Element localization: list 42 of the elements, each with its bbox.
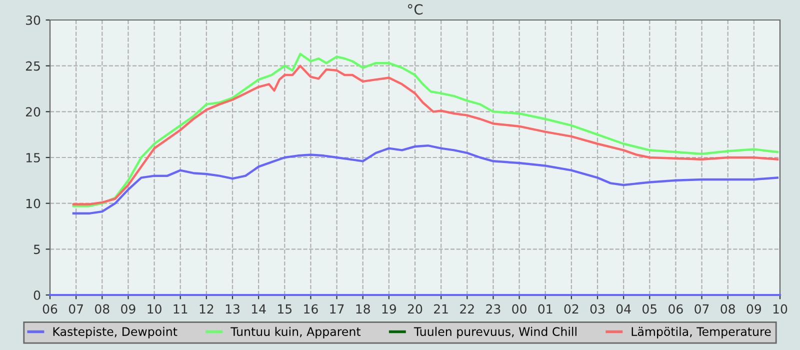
x-tick-label: 05 [642,304,657,314]
x-tick-label: 03 [590,304,604,314]
y-tick-label: 5 [34,244,40,254]
x-tick-label: 07 [694,304,709,314]
line-series [72,144,779,215]
x-tick-label: 06 [668,304,683,314]
x-tick-label: 09 [121,304,136,314]
x-tick-label: 16 [304,304,318,314]
x-tick-label: 07 [68,304,83,314]
y-tick-label: 20 [26,107,40,117]
x-tick-label: 21 [434,304,448,314]
y-tick-label: 0 [34,290,40,300]
legend-label: Tuntuu kuin, Apparent [230,326,361,338]
chart-title: °C [408,4,423,15]
x-tick-label: 02 [564,304,578,314]
x-tick-label: 04 [616,304,631,314]
legend-label: Kastepiste, Dewpoint [53,326,178,338]
x-tick-label: 11 [174,304,188,314]
x-tick-label: 19 [382,304,396,314]
x-tick-label: 09 [746,304,762,314]
y-tick-label: 15 [26,153,40,162]
x-tick-label: 00 [512,304,526,314]
x-tick-label: 10 [148,304,162,314]
legend-label: Tuulen purevuus, Wind Chill [414,326,576,338]
legend-label: Lämpötila, Temperature [632,326,771,338]
x-tick-label: 14 [252,304,266,314]
x-tick-label: 17 [330,304,344,314]
x-tick-label: 20 [408,304,422,314]
x-tick-label: 10 [773,304,788,314]
x-tick-label: 22 [460,304,474,314]
y-tick-label: 25 [26,61,40,71]
y-tick-label: 30 [26,15,40,25]
x-tick-label: 12 [200,304,214,314]
x-tick-label: 01 [538,304,552,314]
x-tick-label: 23 [486,304,500,314]
x-tick-label: 08 [720,304,735,314]
x-tick-label: 15 [278,304,292,314]
x-tick-label: 08 [95,304,110,314]
x-tick-label: 06 [42,304,58,314]
x-tick-label: 13 [226,304,240,314]
x-tick-label: 18 [356,304,370,314]
y-tick-label: 10 [26,198,40,208]
